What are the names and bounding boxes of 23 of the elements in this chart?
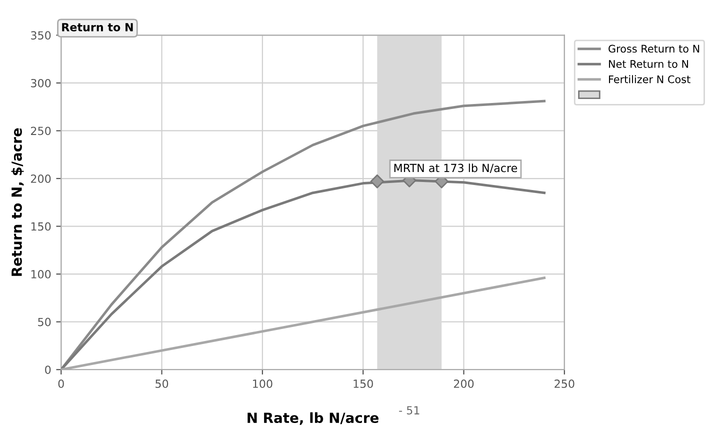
y-axis-title: Return to N, $/acre bbox=[11, 128, 24, 276]
y-tick-label: 250 bbox=[31, 126, 51, 136]
x-tick-label: 200 bbox=[454, 380, 474, 388]
y-tick-label: 350 bbox=[31, 31, 51, 40]
y-tick-label: 200 bbox=[31, 174, 51, 183]
legend-label: Net Return to N bbox=[609, 60, 688, 68]
text: - 51 bbox=[399, 406, 420, 414]
line-series bbox=[61, 100, 546, 370]
y-tick-label: 50 bbox=[38, 318, 51, 326]
legend-label: Fertilizer N Cost bbox=[609, 75, 690, 84]
x-tick-label: 0 bbox=[58, 380, 64, 388]
x-tick-label: 150 bbox=[354, 380, 373, 388]
chart-title: Return to N bbox=[62, 23, 133, 32]
x-tick-label: 250 bbox=[554, 380, 574, 388]
y-tick-label: 300 bbox=[31, 78, 51, 88]
legend-label: Gross Return to N bbox=[608, 44, 700, 53]
x-tick-label: 50 bbox=[156, 380, 168, 388]
y-tick-label: 100 bbox=[31, 270, 51, 278]
annotation: MRTN at 173 lb N/acre bbox=[394, 164, 518, 174]
x-tick-label: 100 bbox=[253, 380, 272, 388]
y-tick-label: 150 bbox=[31, 222, 51, 231]
y-tick-label: 0 bbox=[45, 366, 51, 374]
x-axis-title: N Rate, lb N/acre bbox=[248, 412, 378, 425]
